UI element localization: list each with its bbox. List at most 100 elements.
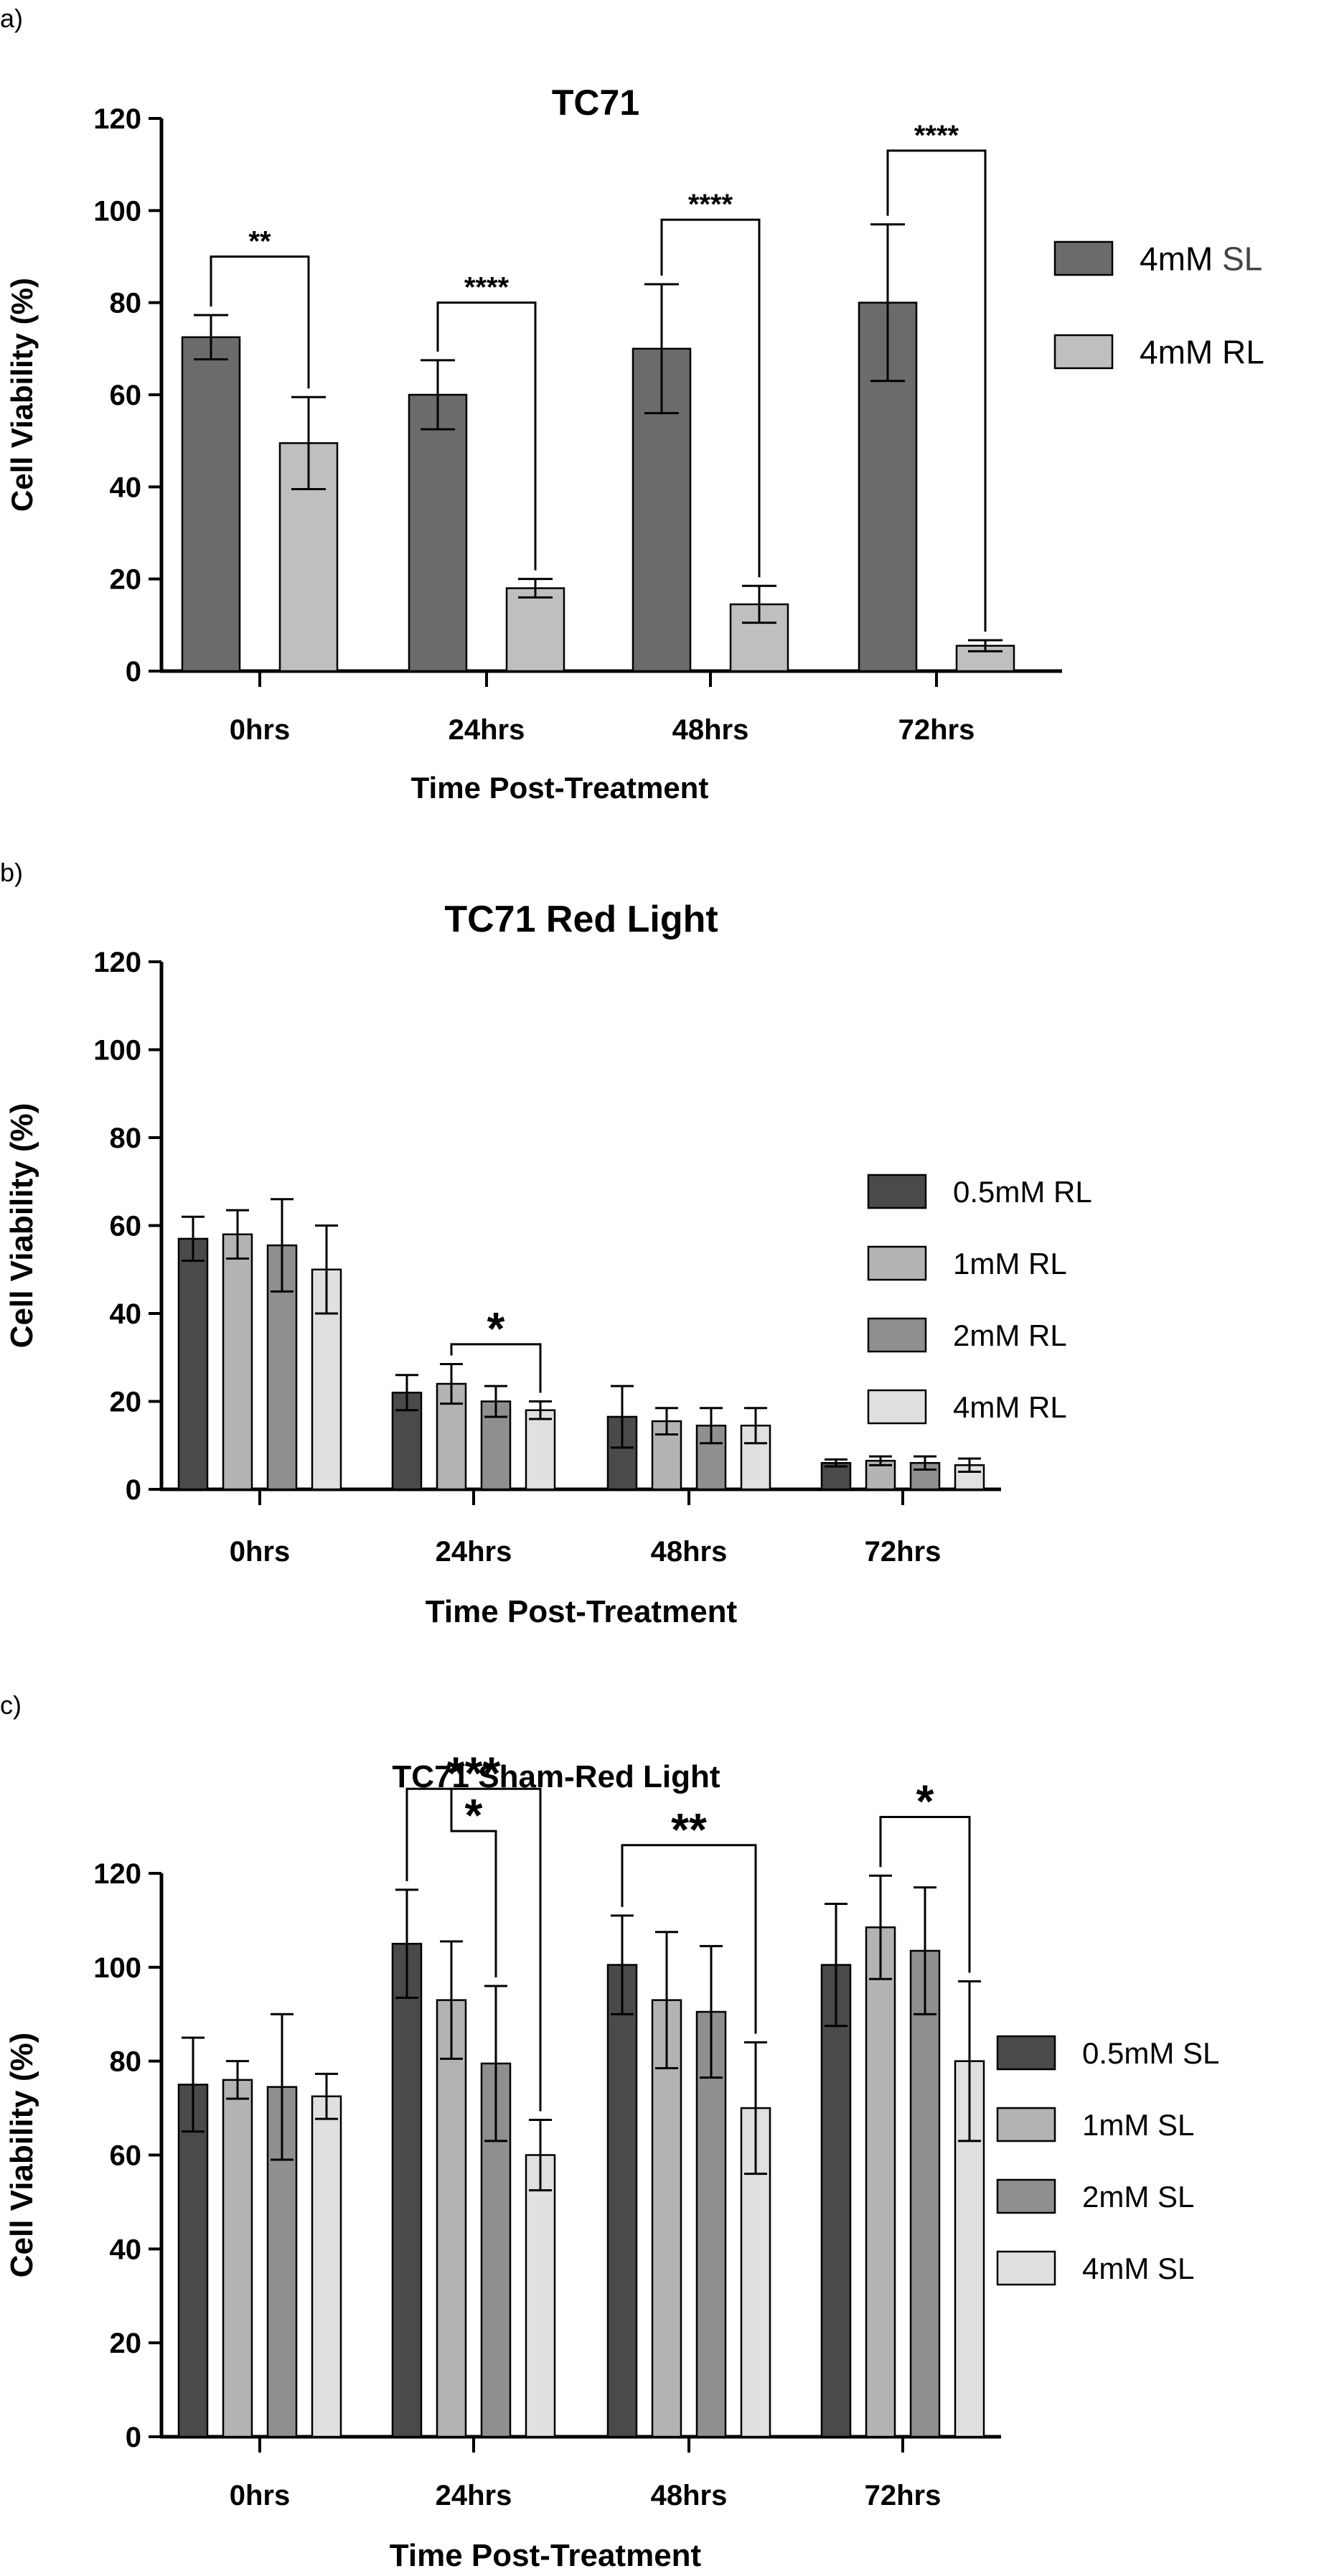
legend-swatch: [996, 2250, 1056, 2286]
error-bar: [440, 1362, 463, 1405]
legend-label: 4mM RL: [953, 1390, 1067, 1424]
error-bar: [315, 2072, 338, 2120]
x-tick-label: 48hrs: [651, 1536, 728, 1568]
legend-label: 0.5mM SL: [1082, 2036, 1219, 2070]
legend-swatch: [867, 1317, 927, 1353]
panel-a: a) TC71 0 20 40 60 80 100 120 Cell Viability (%) T…: [0, 0, 1324, 847]
error-bar: [914, 1886, 936, 2015]
error-bar: [655, 1407, 678, 1435]
x-axis-label: Time Post-Treatment: [390, 2538, 702, 2573]
error-bar: [529, 1400, 552, 1420]
error-bar: [529, 2118, 552, 2192]
bar: [695, 2010, 727, 2438]
error-bar: [611, 1914, 634, 2015]
significance-label: **: [248, 226, 271, 258]
error-bar: [825, 1458, 848, 1468]
significance-label: *: [465, 1789, 483, 1841]
y-tick-label: 20: [110, 564, 142, 596]
bar: [651, 1999, 682, 2438]
error-bar: [869, 1455, 892, 1466]
bar: [177, 2084, 209, 2438]
error-bar: [182, 1215, 205, 1262]
error-bar: [914, 1455, 936, 1471]
bar: [181, 336, 241, 673]
y-axis-label: Cell Viability (%): [4, 2033, 39, 2278]
error-bar: [226, 1209, 249, 1260]
significance-bracket: [450, 1789, 497, 1977]
bar: [606, 1964, 638, 2438]
significance-bracket: [450, 1343, 542, 1393]
legend-label: 2mM SL: [1082, 2180, 1194, 2214]
bar: [311, 2095, 342, 2438]
error-bar: [182, 2036, 205, 2133]
error-bar: [440, 1940, 463, 2060]
panel-b: b) TC71 Red Light 0 20 40 60 80 100 120 Cell Viab…: [0, 847, 1324, 1651]
error-bar: [484, 1985, 507, 2142]
error-bar: [968, 639, 1003, 652]
error-bar: [291, 395, 326, 491]
legend-swatch: [996, 2035, 1056, 2071]
error-bar: [870, 223, 905, 383]
chart-title: TC71: [552, 83, 639, 123]
legend-label: 4mM RL: [1140, 334, 1264, 371]
significance-label: ****: [914, 120, 959, 151]
chart-svg-2: c)TC71 Sham-Red Light020406080100120Cell…: [0, 1690, 1219, 2573]
significance-bracket: [405, 1787, 542, 2112]
legend-label: 4mM SL: [1140, 240, 1262, 278]
bar: [408, 393, 468, 673]
error-bar: [395, 1374, 418, 1412]
error-bar: [825, 1903, 848, 2028]
significance-bracket: [879, 1816, 971, 1973]
y-tick-label: 60: [110, 2140, 142, 2172]
y-tick-label: 100: [93, 1952, 141, 1984]
bar: [909, 1949, 941, 2438]
legend-swatch: [867, 1174, 927, 1209]
significance-bracket: [886, 149, 987, 632]
significance-label: ***: [447, 1747, 501, 1799]
legend-swatch: [867, 1245, 927, 1281]
bar: [480, 2062, 512, 2438]
panel-label: a): [0, 4, 23, 33]
x-tick-label: 72hrs: [865, 1536, 942, 1568]
y-tick-label: 120: [93, 103, 141, 135]
significance-bracket: [660, 218, 761, 578]
y-axis-label: Cell Viability (%): [5, 278, 39, 512]
significance-label: *: [487, 1303, 505, 1354]
bar: [525, 2154, 556, 2438]
y-tick-label: 40: [110, 472, 142, 503]
y-tick-label: 0: [126, 1474, 141, 1506]
error-bar: [958, 1457, 981, 1473]
legend-label: 4mM SL: [1082, 2252, 1194, 2285]
error-bar: [315, 1224, 338, 1315]
y-tick-label: 20: [110, 2328, 142, 2359]
x-tick-label: 24hrs: [436, 2480, 512, 2511]
legend-swatch: [996, 2178, 1056, 2214]
error-bar: [194, 314, 228, 361]
significance-label: ****: [464, 272, 510, 304]
bar: [436, 1999, 467, 2438]
legend-label: 1mM SL: [1082, 2108, 1194, 2142]
legend-swatch: [1053, 334, 1114, 370]
y-tick-label: 20: [110, 1387, 142, 1418]
bar: [820, 1964, 852, 2438]
y-tick-label: 120: [93, 947, 141, 978]
x-tick-label: 0hrs: [230, 1536, 291, 1568]
bar: [865, 1926, 896, 2438]
error-bar: [869, 1874, 892, 1980]
error-bar: [271, 2013, 294, 2161]
y-tick-label: 80: [110, 1123, 142, 1154]
x-axis-label: Time Post-Treatment: [426, 1594, 738, 1629]
bar: [505, 587, 565, 673]
legend-swatch: [867, 1389, 927, 1425]
error-bar: [484, 1385, 507, 1418]
error-bar: [644, 283, 679, 415]
error-bar: [700, 1944, 723, 2079]
error-bar: [744, 1407, 767, 1445]
legend-label: 1mM RL: [953, 1247, 1067, 1280]
significance-bracket: [621, 1844, 757, 2034]
y-tick-label: 120: [93, 1858, 141, 1890]
significance-bracket: [210, 256, 310, 389]
y-tick-label: 0: [126, 2422, 141, 2453]
y-tick-label: 60: [110, 1211, 142, 1242]
legend-label: 0.5mM RL: [953, 1175, 1092, 1209]
